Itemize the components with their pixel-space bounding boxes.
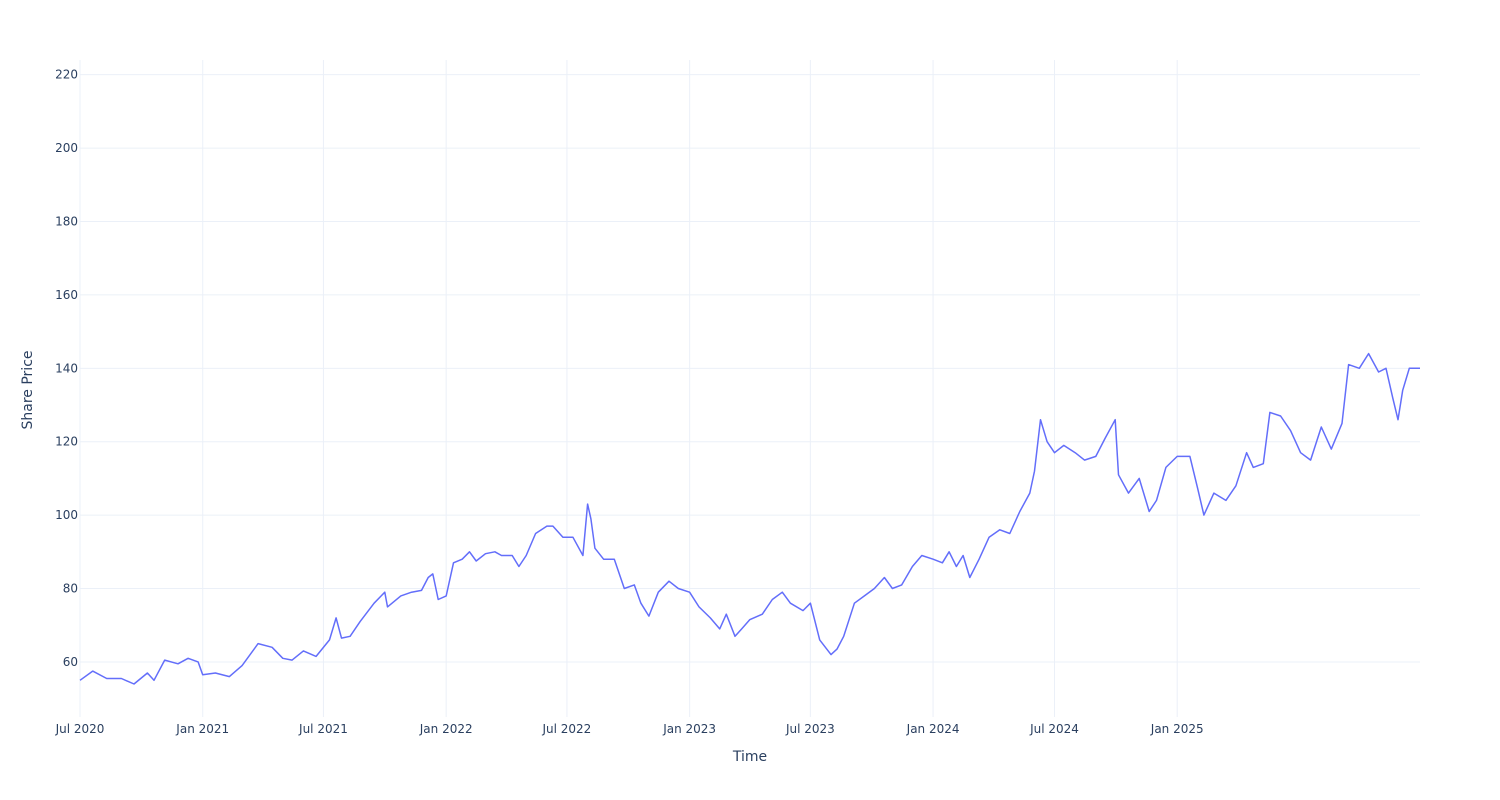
x-tick-label: Jan 2025: [1150, 722, 1204, 736]
x-tick-label: Jul 2024: [1029, 722, 1079, 736]
y-tick-label: 160: [55, 288, 78, 302]
y-tick-label: 180: [55, 214, 78, 228]
y-tick-label: 220: [55, 68, 78, 82]
x-tick-label: Jul 2020: [55, 722, 105, 736]
y-axis-ticks: 60 80 100 120 140 160 180 200 220: [55, 68, 78, 669]
y-tick-label: 140: [55, 361, 78, 375]
y-tick-label: 200: [55, 141, 78, 155]
series-line: [79, 352, 1420, 685]
series-layer: [79, 352, 1420, 685]
x-tick-label: Jul 2022: [541, 722, 591, 736]
x-tick-label: Jan 2023: [662, 722, 716, 736]
x-tick-label: Jul 2023: [785, 722, 835, 736]
x-tick-label: Jul 2021: [298, 722, 348, 736]
x-tick-label: Jan 2024: [906, 722, 960, 736]
y-tick-label: 80: [63, 582, 78, 596]
x-axis-title: Time: [732, 749, 767, 765]
x-axis-ticks: Jul 2020 Jan 2021 Jul 2021 Jan 2022 Jul 2022…: [55, 722, 1204, 736]
grid-lines: [79, 60, 1420, 717]
x-tick-label: Jan 2021: [175, 722, 229, 736]
y-tick-label: 60: [63, 655, 78, 669]
y-tick-label: 100: [55, 508, 78, 522]
y-axis-title: Share Price: [20, 350, 36, 429]
y-tick-label: 120: [55, 435, 78, 449]
x-tick-label: Jan 2022: [419, 722, 473, 736]
